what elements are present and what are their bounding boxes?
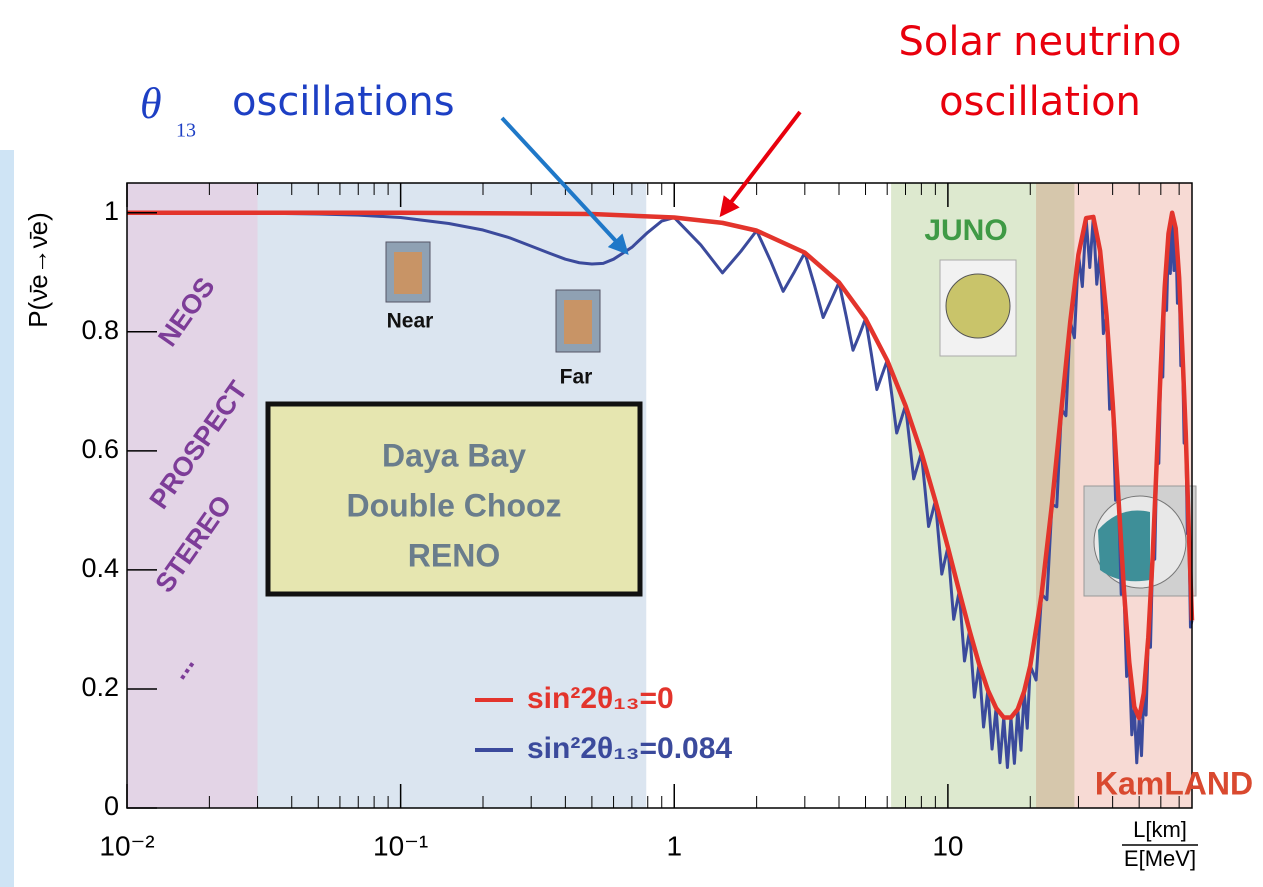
axes: 0 0.2 0.4 0.6 0.8 1 10⁻² 10⁻¹ 1 10 — [81, 183, 1180, 861]
detector-core — [394, 252, 422, 294]
near-detector — [385, 241, 431, 303]
experiment-label: Daya Bay — [382, 437, 526, 473]
region — [127, 183, 258, 808]
x-axis-label: E[MeV] — [1124, 846, 1196, 871]
series-line — [127, 210, 1195, 721]
y-axis-label: P(ν̄e→ν̄e) — [23, 212, 53, 328]
solar-annotation: Solar neutrino — [898, 19, 1181, 65]
far-label: Far — [560, 366, 593, 389]
y-tick-label: 0.8 — [81, 315, 119, 345]
x-tick-label: 10⁻² — [99, 830, 154, 861]
x-axis-label: L[km] — [1133, 817, 1187, 842]
cropped-background — [0, 150, 14, 887]
far-detector — [555, 289, 601, 353]
experiment-box — [265, 401, 643, 597]
detector-sphere — [945, 273, 1011, 339]
kamland-detector — [1083, 485, 1197, 597]
near-label: Near — [387, 310, 434, 333]
theta-subscript: 13 — [176, 120, 196, 142]
theta-arrow — [500, 116, 629, 255]
plot-frame — [126, 182, 1193, 809]
region-label: KamLAND — [1095, 765, 1253, 801]
y-tick-label: 0 — [104, 791, 119, 821]
detector-core — [564, 300, 592, 344]
experiment-label: RENO — [408, 537, 500, 573]
y-tick-label: 1 — [104, 196, 119, 226]
x-tick-label: 10⁻¹ — [373, 830, 428, 861]
legend-label: sin²2θ₁₃=0.084 — [527, 732, 732, 765]
y-tick-label: 0.4 — [81, 553, 119, 583]
legend-label: sin²2θ₁₃=0 — [527, 682, 674, 715]
juno-detector — [939, 259, 1017, 357]
curves — [127, 210, 1195, 770]
solar-annotation: oscillation — [939, 79, 1141, 125]
detector-panel — [1098, 510, 1150, 582]
x-tick-label: 10 — [932, 830, 963, 861]
theta-symbol: θ — [140, 79, 162, 128]
region-label: JUNO — [924, 214, 1007, 247]
experiment-label: Double Chooz — [346, 487, 561, 523]
y-tick-label: 0.2 — [81, 672, 119, 702]
theta-annotation: oscillations — [232, 79, 455, 125]
x-tick-label: 1 — [666, 830, 682, 861]
y-tick-label: 0.6 — [81, 434, 119, 464]
solar-arrow — [719, 110, 802, 218]
